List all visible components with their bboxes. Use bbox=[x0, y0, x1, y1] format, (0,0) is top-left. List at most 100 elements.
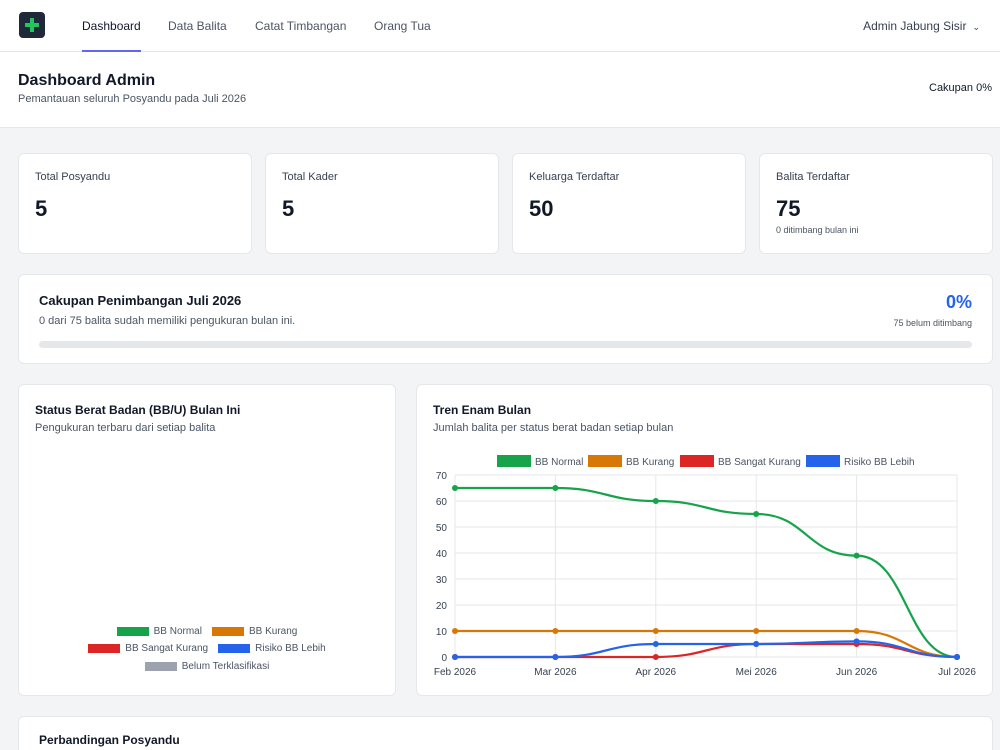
legend-label: Risiko BB Lebih bbox=[255, 643, 326, 654]
legend-item-belum-terklasifikasi[interactable]: Belum Terklasifikasi bbox=[144, 661, 270, 672]
coverage-card: Cakupan Penimbangan Juli 2026 0 dari 75 … bbox=[18, 274, 993, 364]
coverage-summary: Cakupan 0% bbox=[929, 82, 992, 94]
x-tick-label: Mei 2026 bbox=[736, 667, 778, 678]
data-point bbox=[652, 641, 659, 647]
trend-panel-subtitle: Jumlah balita per status berat badan set… bbox=[433, 422, 674, 434]
legend-item-risiko-bb-lebih[interactable]: Risiko BB Lebih bbox=[218, 643, 326, 654]
data-point bbox=[853, 638, 860, 645]
data-point bbox=[652, 628, 659, 634]
stat-card-kader: Total Kader 5 bbox=[265, 153, 499, 254]
legend-swatch bbox=[88, 644, 121, 653]
legend-label: Belum Terklasifikasi bbox=[181, 661, 270, 672]
legend-swatch bbox=[497, 455, 531, 467]
x-tick-label: Jun 2026 bbox=[836, 667, 878, 678]
x-tick-label: Jul 2026 bbox=[938, 667, 976, 678]
data-point bbox=[552, 628, 559, 634]
trend-panel: Tren Enam Bulan Jumlah balita per status… bbox=[416, 384, 993, 696]
stat-card-balita: Balita Terdaftar 75 0 ditimbang bulan in… bbox=[759, 153, 993, 254]
trend-line-chart: BB Normal BB Kurang BB Sangat Kurang Risiko… bbox=[434, 455, 976, 678]
stat-value: 50 bbox=[529, 196, 554, 221]
coverage-percent: 0% bbox=[945, 292, 972, 312]
status-legend-row-2: BB Sangat Kurang Risiko BB Lebih bbox=[19, 643, 395, 654]
y-tick-label: 40 bbox=[436, 549, 448, 560]
legend-swatch bbox=[116, 627, 149, 636]
page-title: Dashboard Admin bbox=[18, 72, 156, 89]
stat-card-posyandu: Total Posyandu 5 bbox=[18, 153, 252, 254]
data-point bbox=[652, 654, 659, 660]
y-tick-label: 30 bbox=[436, 575, 448, 586]
stat-label: Keluarga Terdaftar bbox=[529, 171, 620, 183]
coverage-description: 0 dari 75 balita sudah memiliki pengukur… bbox=[39, 315, 296, 327]
data-point bbox=[452, 628, 458, 634]
x-tick-label: Feb 2026 bbox=[434, 667, 477, 678]
data-point bbox=[753, 511, 760, 517]
y-tick-label: 50 bbox=[436, 523, 448, 534]
stat-card-keluarga: Keluarga Terdaftar 50 bbox=[512, 153, 746, 254]
legend-swatch bbox=[680, 455, 714, 467]
data-point bbox=[452, 654, 458, 660]
app-logo[interactable] bbox=[19, 12, 45, 38]
legend-swatch bbox=[588, 455, 622, 467]
legend-label: BB Sangat Kurang bbox=[125, 643, 209, 654]
legend-label: BB Kurang bbox=[626, 457, 674, 468]
stat-label: Total Posyandu bbox=[35, 171, 111, 183]
stat-label: Balita Terdaftar bbox=[776, 171, 850, 183]
coverage-progress-bar bbox=[39, 341, 972, 348]
data-point bbox=[552, 485, 559, 491]
nav-catat-timbangan[interactable]: Catat Timbangan bbox=[255, 19, 347, 33]
legend-label: BB Kurang bbox=[248, 626, 298, 637]
series-line bbox=[455, 629, 958, 659]
data-point bbox=[753, 628, 760, 634]
stat-value: 75 bbox=[776, 196, 801, 221]
status-legend-row-3: Belum Terklasifikasi bbox=[19, 661, 395, 672]
status-panel-subtitle: Pengukuran terbaru dari setiap balita bbox=[35, 422, 216, 434]
coverage-title: Cakupan Penimbangan Juli 2026 bbox=[39, 293, 242, 308]
coverage-remaining: 75 belum ditimbang bbox=[893, 318, 972, 328]
y-tick-label: 60 bbox=[436, 497, 448, 508]
x-tick-label: Apr 2026 bbox=[636, 667, 677, 678]
legend-label: Risiko BB Lebih bbox=[844, 457, 915, 468]
legend-item-bb-kurang[interactable]: BB Kurang bbox=[211, 626, 298, 637]
legend-swatch bbox=[806, 455, 840, 467]
nav-data-balita[interactable]: Data Balita bbox=[168, 19, 227, 33]
plus-icon bbox=[25, 18, 39, 32]
data-point bbox=[652, 498, 659, 504]
comparison-panel-title: Perbandingan Posyandu bbox=[39, 733, 180, 747]
data-point bbox=[853, 628, 860, 634]
comparison-panel: Perbandingan Posyandu bbox=[18, 716, 993, 750]
data-point bbox=[552, 654, 559, 660]
data-point bbox=[753, 641, 760, 647]
stat-label: Total Kader bbox=[282, 171, 338, 183]
top-navbar: Dashboard Data Balita Catat Timbangan Or… bbox=[0, 0, 1000, 52]
page-subtitle: Pemantauan seluruh Posyandu pada Juli 20… bbox=[18, 93, 247, 105]
y-tick-label: 0 bbox=[441, 653, 447, 664]
legend-label: BB Normal bbox=[535, 457, 583, 468]
legend-swatch bbox=[211, 627, 244, 636]
trend-panel-title: Tren Enam Bulan bbox=[433, 403, 532, 417]
user-name: Admin Jabung Sisir bbox=[863, 19, 967, 33]
chevron-down-icon: ⌄ bbox=[972, 22, 980, 32]
stat-value: 5 bbox=[35, 196, 48, 221]
series-line bbox=[454, 640, 958, 659]
data-point bbox=[452, 485, 458, 491]
data-point bbox=[954, 654, 960, 660]
series-line bbox=[455, 486, 958, 659]
page-header: Dashboard Admin Pemantauan seluruh Posya… bbox=[0, 52, 1000, 128]
status-panel: Status Berat Badan (BB/U) Bulan Ini Peng… bbox=[18, 384, 396, 696]
status-legend-row-1: BB Normal BB Kurang bbox=[19, 626, 395, 637]
series-line bbox=[454, 642, 958, 659]
user-menu[interactable]: Admin Jabung Sisir ⌄ bbox=[863, 0, 980, 52]
y-tick-label: 20 bbox=[436, 601, 448, 612]
nav-orang-tua[interactable]: Orang Tua bbox=[374, 19, 431, 33]
status-panel-title: Status Berat Badan (BB/U) Bulan Ini bbox=[35, 403, 241, 417]
stat-value: 5 bbox=[282, 196, 295, 221]
y-tick-label: 10 bbox=[436, 627, 448, 638]
nav-dashboard[interactable]: Dashboard bbox=[82, 0, 141, 52]
stat-note: 0 ditimbang bulan ini bbox=[776, 225, 859, 235]
legend-swatch bbox=[144, 662, 177, 671]
legend-item-bb-sangat-kurang[interactable]: BB Sangat Kurang bbox=[88, 643, 208, 654]
legend-label: BB Sangat Kurang bbox=[718, 457, 801, 468]
x-tick-label: Mar 2026 bbox=[534, 667, 577, 678]
legend-item-bb-normal[interactable]: BB Normal bbox=[116, 626, 202, 637]
legend-swatch bbox=[218, 644, 251, 653]
